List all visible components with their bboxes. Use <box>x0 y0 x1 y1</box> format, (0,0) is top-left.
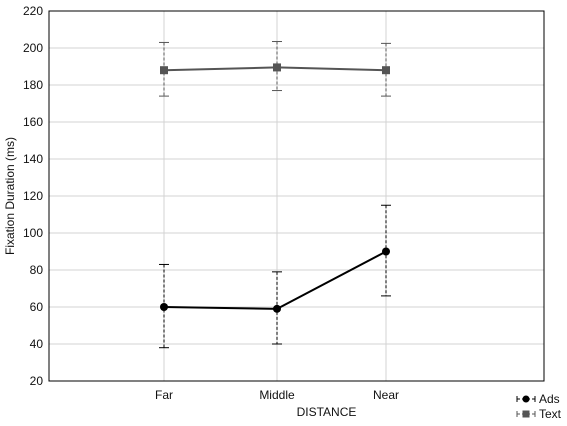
y-tick-label: 60 <box>30 300 44 314</box>
x-tick-labels: Far Middle Near <box>155 388 399 402</box>
series-text <box>159 41 391 97</box>
x-axis-label: DISTANCE <box>297 405 357 419</box>
legend-label: Ads <box>539 392 560 406</box>
error-bar <box>272 41 282 92</box>
y-axis-label: Fixation Duration (ms) <box>3 137 17 255</box>
y-tick-label: 100 <box>23 226 43 240</box>
legend-item-text: Text <box>516 407 562 421</box>
series-ads <box>159 204 391 349</box>
y-tick-label: 140 <box>23 152 43 166</box>
y-tick-label: 20 <box>30 374 44 388</box>
y-tick-label: 200 <box>23 41 43 55</box>
x-tick-label: Middle <box>259 388 295 402</box>
y-tick-label: 220 <box>23 4 43 18</box>
x-tick-label: Near <box>373 388 399 402</box>
data-point <box>273 304 281 313</box>
data-point <box>160 66 168 75</box>
legend-marker <box>522 395 530 403</box>
data-point <box>273 63 281 72</box>
y-tick-label: 120 <box>23 189 43 203</box>
legend-label: Text <box>539 407 562 421</box>
y-tick-label: 80 <box>30 263 44 277</box>
y-tick-label: 40 <box>30 337 44 351</box>
series-layer <box>159 41 391 349</box>
y-tick-labels: 20 40 60 80 100 120 140 160 180 200 220 <box>23 4 43 388</box>
x-tick-label: Far <box>155 388 173 402</box>
data-point <box>160 303 168 311</box>
data-point <box>382 247 390 256</box>
y-tick-label: 180 <box>23 78 43 92</box>
legend-marker <box>522 410 530 418</box>
y-tick-label: 160 <box>23 115 43 129</box>
plot-frame <box>48 10 545 382</box>
data-point <box>382 66 390 75</box>
legend-item-ads: Ads <box>516 392 560 406</box>
